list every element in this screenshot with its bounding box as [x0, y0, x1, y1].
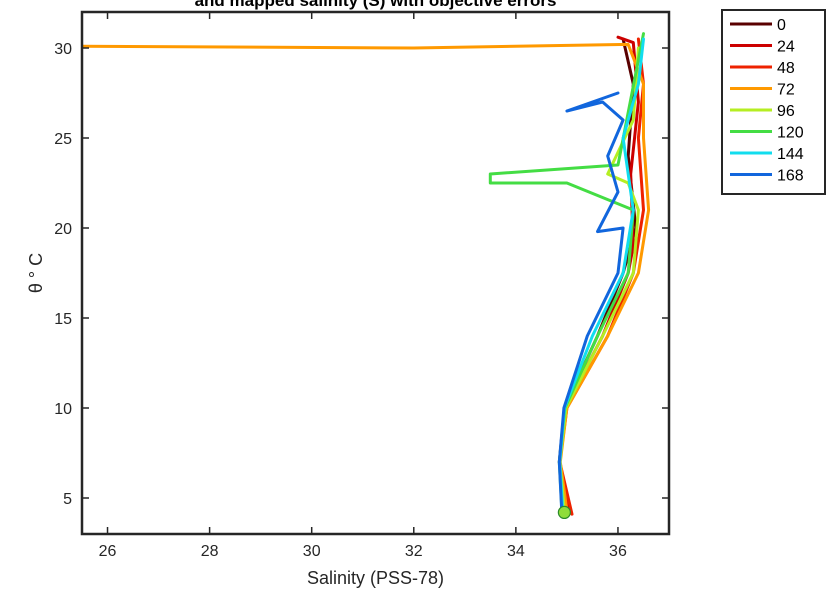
- axes-box: [80, 10, 671, 536]
- legend: 0 24 48 72 96 120 144 168: [721, 9, 826, 195]
- legend-label-120: 120: [777, 125, 804, 142]
- x-tick-label: 36: [609, 543, 627, 560]
- plot-area: [82, 12, 669, 534]
- axes: 26 28 30 32 34 36 5 10 15 20 25 30: [54, 10, 671, 560]
- x-tick-label: 34: [507, 543, 525, 560]
- x-tick-label: 30: [303, 543, 321, 560]
- series-layer: [82, 32, 651, 520]
- deep-water-marker: [557, 505, 571, 520]
- legend-label-144: 144: [777, 146, 804, 163]
- legend-label-72: 72: [777, 82, 795, 99]
- x-tick-label: 28: [201, 543, 219, 560]
- series-line-168: [557, 91, 625, 514]
- y-tick-label: 10: [54, 401, 72, 418]
- y-tick-label: 5: [63, 491, 72, 508]
- legend-label-96: 96: [777, 103, 795, 120]
- legend-label-0: 0: [777, 17, 786, 34]
- y-tick-label: 25: [54, 131, 72, 148]
- legend-label-48: 48: [777, 60, 795, 77]
- legend-label-24: 24: [777, 39, 795, 56]
- legend-box: [721, 9, 826, 195]
- y-tick-label: 30: [54, 41, 72, 58]
- y-tick-label: 15: [54, 311, 72, 328]
- chart-title: and mapped salinity (S) with objective e…: [195, 0, 557, 10]
- y-axis-label: θ ° C: [26, 253, 46, 293]
- x-tick-label: 32: [405, 543, 423, 560]
- legend-label-168: 168: [777, 168, 804, 185]
- x-axis-label: Salinity (PSS-78): [307, 568, 444, 588]
- y-tick-label: 20: [54, 221, 72, 238]
- x-tick-label: 26: [99, 543, 117, 560]
